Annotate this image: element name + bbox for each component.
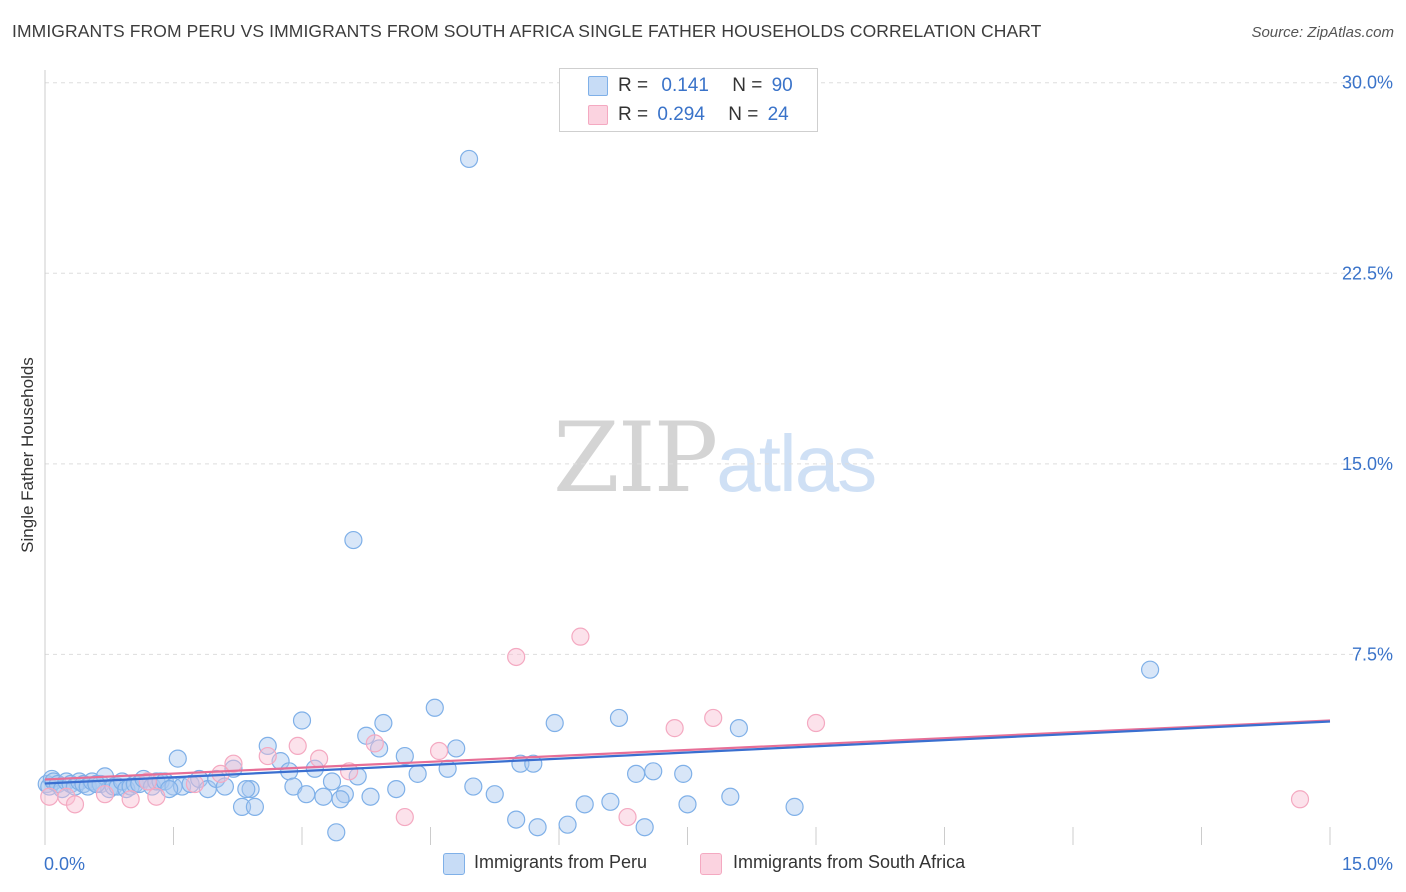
point-peru: [245, 797, 264, 816]
point-peru: [464, 777, 483, 796]
point-peru: [447, 739, 466, 758]
legend-row-peru: R = 0.141 N = 90: [618, 75, 793, 97]
point-peru: [785, 797, 804, 816]
point-peru: [609, 708, 629, 728]
point-peru: [575, 795, 594, 814]
point-south-africa: [340, 762, 359, 781]
series-label-peru: Immigrants from Peru: [474, 852, 648, 872]
point-peru: [729, 719, 749, 738]
point-south-africa: [365, 734, 384, 753]
point-peru: [374, 713, 393, 733]
point-south-africa: [224, 754, 243, 773]
point-peru: [395, 746, 414, 766]
point-peru: [327, 823, 346, 842]
point-peru: [408, 764, 427, 783]
point-peru: [322, 772, 342, 791]
point-peru: [601, 792, 620, 811]
point-peru: [721, 787, 740, 806]
point-south-africa: [185, 774, 205, 794]
point-south-africa: [704, 708, 723, 728]
point-peru: [168, 749, 187, 768]
point-peru: [258, 736, 277, 756]
point-peru: [626, 764, 646, 783]
point-peru: [507, 810, 526, 829]
x-tick-label: 15.0%: [1342, 854, 1393, 874]
legend-r-label: R =: [618, 75, 649, 96]
point-peru: [459, 149, 479, 169]
chart-source: Source: ZipAtlas.com: [1251, 24, 1394, 41]
trendline-south-africa: [44, 719, 1331, 781]
series-label-south-africa: Immigrants from South Africa: [733, 852, 966, 872]
point-peru: [644, 762, 663, 781]
series-swatch-peru: [443, 853, 465, 875]
point-peru: [485, 785, 504, 804]
point-south-africa: [310, 749, 329, 768]
legend-r-value: 0.141: [661, 75, 709, 96]
point-peru: [331, 790, 350, 809]
point-peru: [292, 711, 312, 730]
legend-r-label: R =: [618, 104, 649, 125]
x-tick-label: 0.0%: [44, 854, 85, 874]
point-peru: [241, 779, 260, 799]
point-south-africa: [571, 627, 590, 646]
legend-n-label: N =: [732, 75, 763, 96]
point-peru: [361, 787, 380, 806]
point-peru: [232, 797, 252, 816]
point-south-africa: [507, 647, 526, 667]
point-peru: [545, 713, 564, 733]
legend-row-south-africa: R = 0.294 N = 24: [618, 104, 789, 126]
point-south-africa: [618, 807, 637, 827]
point-peru: [635, 818, 654, 837]
y-tick-label: 15.0%: [1342, 454, 1393, 474]
correlation-legend: R = 0.141 N = 90 R = 0.294 N = 24: [559, 68, 818, 132]
point-south-africa: [65, 795, 85, 814]
legend-r-value: 0.294: [657, 104, 705, 125]
chart-title: IMMIGRANTS FROM PERU VS IMMIGRANTS FROM …: [12, 21, 1042, 41]
point-south-africa: [806, 713, 826, 733]
point-peru: [314, 787, 333, 806]
y-tick-label: 7.5%: [1352, 644, 1393, 664]
point-peru: [558, 815, 577, 834]
point-peru: [674, 764, 693, 783]
trendline-peru: [44, 720, 1331, 785]
legend-n-value: 24: [767, 104, 789, 125]
point-peru: [237, 779, 256, 799]
point-peru: [678, 795, 697, 814]
watermark-zip: ZIP: [553, 402, 718, 514]
point-south-africa: [95, 785, 115, 804]
point-south-africa: [395, 807, 414, 827]
point-peru: [387, 779, 406, 799]
point-peru: [305, 759, 324, 778]
point-south-africa: [665, 719, 684, 738]
point-peru: [425, 698, 444, 717]
y-tick-label: 30.0%: [1342, 73, 1393, 93]
point-peru: [297, 785, 316, 804]
point-south-africa: [1290, 790, 1310, 809]
legend-swatch-peru: [588, 76, 608, 96]
legend-n-value: 90: [771, 75, 793, 96]
point-peru: [1140, 660, 1160, 679]
point-south-africa: [429, 741, 449, 761]
legend-swatch-south-africa: [588, 105, 608, 125]
point-south-africa: [40, 787, 59, 806]
point-peru: [344, 530, 363, 550]
point-south-africa: [147, 787, 166, 806]
point-south-africa: [121, 790, 140, 809]
watermark: ZIPatlas: [553, 402, 877, 514]
point-south-africa: [258, 746, 277, 766]
point-south-africa: [288, 736, 307, 756]
legend-n-label: N =: [728, 104, 759, 125]
y-tick-label: 22.5%: [1342, 263, 1393, 283]
point-peru: [528, 818, 547, 837]
series-swatch-south-africa: [700, 853, 722, 875]
